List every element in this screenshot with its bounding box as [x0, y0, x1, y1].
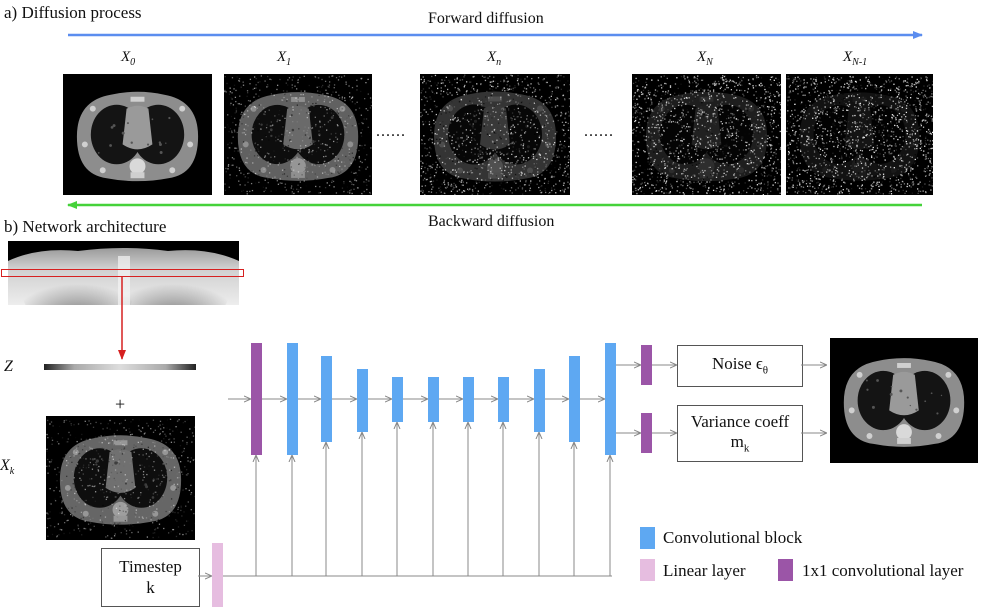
- frame-label-xN: XN: [697, 49, 713, 68]
- z-strip: [44, 364, 196, 370]
- conv-block-8: [534, 369, 545, 432]
- conv-block-3: [357, 369, 368, 432]
- conv-block-10: [605, 343, 616, 455]
- timestep-k: k: [146, 577, 155, 597]
- ct-output: [830, 338, 978, 463]
- xk-label: Xk: [0, 457, 15, 478]
- z-label: Z: [4, 358, 13, 375]
- frame-label-xN-1: XN-1: [843, 49, 868, 68]
- section-b-title: b) Network architecture: [4, 217, 167, 236]
- frame-label-xn: Xn: [487, 49, 502, 68]
- legend-label-conv: Convolutional block: [663, 528, 803, 547]
- conv-block-7: [498, 377, 509, 422]
- variance-output-box: Variance coeff mk: [677, 405, 803, 462]
- timestep-box: Timestep k: [101, 548, 200, 607]
- ellipsis-2: ......: [584, 123, 614, 140]
- legend-label-linear: Linear layer: [663, 561, 746, 580]
- conv-block-5: [428, 377, 439, 422]
- conv-block-6: [463, 377, 474, 422]
- legend-swatch-linear: [640, 559, 655, 581]
- noise-output-box: Noise ϵθ: [677, 345, 803, 387]
- linear-layer: [212, 543, 223, 607]
- frame-label-x1: X1: [277, 49, 292, 68]
- conv1x1-block-0: [251, 343, 262, 455]
- variance-mk: mk: [730, 431, 750, 455]
- conv-block-2: [321, 356, 332, 442]
- plus-sign: +: [115, 394, 126, 414]
- legend-swatch-1x1: [778, 559, 793, 581]
- ct-frame-xN: [632, 74, 781, 195]
- selected-row-highlight: [1, 269, 244, 277]
- legend-swatch-conv: [640, 527, 655, 549]
- forward-diffusion-label: Forward diffusion: [428, 10, 544, 27]
- conv1x1-noise: [641, 345, 652, 385]
- conv1x1-variance: [641, 413, 652, 453]
- ct-frame-x0: [63, 74, 212, 195]
- conv-block-1: [287, 343, 298, 455]
- variance-label: Variance coeff: [690, 411, 790, 431]
- section-a-title: a) Diffusion process: [4, 3, 142, 22]
- noise-label: Noise ϵθ: [711, 354, 769, 377]
- ellipsis-1: ......: [376, 123, 406, 140]
- frame-label-x0: X0: [121, 49, 136, 68]
- ct-frame-xN-1: [786, 74, 933, 195]
- conv-block-4: [392, 377, 403, 422]
- legend-label-1x1: 1x1 convolutional layer: [802, 561, 964, 580]
- ct-frame-xn: [420, 74, 570, 195]
- ct-input-xk: [46, 416, 195, 540]
- timestep-label: Timestep: [119, 557, 182, 577]
- ct-frame-x1: [224, 74, 372, 195]
- conv-block-9: [569, 356, 580, 442]
- backward-diffusion-label: Backward diffusion: [428, 213, 555, 230]
